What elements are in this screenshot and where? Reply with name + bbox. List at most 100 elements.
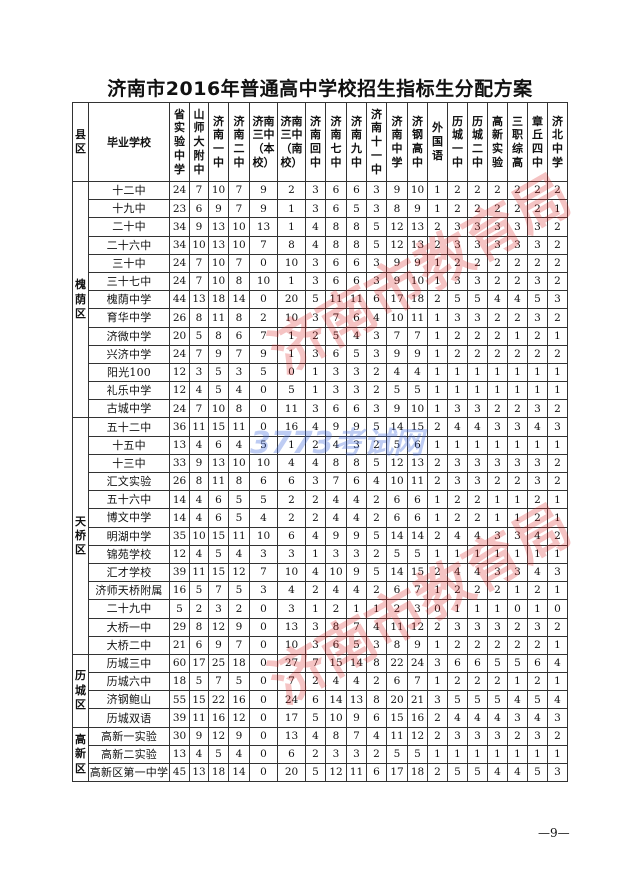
quota-cell: 2 xyxy=(427,290,448,310)
header-column: 济南九中 xyxy=(346,102,367,182)
quota-cell: 2 xyxy=(547,399,568,419)
quota-cell: 6 xyxy=(208,508,229,528)
quota-cell: 2 xyxy=(305,672,326,692)
quota-cell: 4 xyxy=(467,417,488,437)
quota-cell: 5 xyxy=(366,417,387,437)
quota-cell: 7 xyxy=(407,672,428,692)
quota-cell: 6 xyxy=(346,399,367,419)
quota-cell: 5 xyxy=(407,744,428,765)
quota-cell: 6 xyxy=(527,653,548,674)
header-column-label: 三职综高 xyxy=(511,114,523,169)
quota-cell: 1 xyxy=(547,326,568,346)
quota-cell: 3 xyxy=(547,417,568,437)
quota-cell: 1 xyxy=(427,308,448,328)
quota-cell: 9 xyxy=(189,726,209,746)
quota-cell: 2 xyxy=(527,581,548,601)
county-cell: 天桥区 xyxy=(72,417,89,655)
quota-cell: 3 xyxy=(467,453,488,474)
quota-cell: 5 xyxy=(305,708,326,728)
quota-cell: 3 xyxy=(527,308,548,328)
quota-cell: 5 xyxy=(305,290,326,310)
table-row: 高新区 高新一实验 30 9 12 9 0 13 4 8 7 4 11 12 2 3 3 3 2 3 2 xyxy=(72,726,568,783)
quota-cell: 10 xyxy=(407,180,428,201)
header-column-label: 济南七中 xyxy=(330,114,342,169)
quota-cell: 13 xyxy=(407,453,428,474)
quota-cell: 24 xyxy=(169,399,190,419)
quota-cell: 4 xyxy=(467,708,488,728)
quota-cell: 6 xyxy=(386,508,408,528)
quota-cell: 3 xyxy=(346,544,367,564)
quota-cell: 14 xyxy=(169,490,190,510)
table-row: 历城双语 39 11 16 12 0 17 5 10 9 6 15 16 2 4 4 4 3 4 3 xyxy=(73,708,568,728)
quota-cell: 36 xyxy=(169,417,190,437)
quota-cell: 34 xyxy=(169,235,190,255)
quota-cell: 3 xyxy=(325,362,347,383)
quota-cell: 0 xyxy=(249,744,278,765)
quota-cell: 1 xyxy=(507,490,528,510)
quota-cell: 5 xyxy=(507,653,528,674)
quota-cell: 12 xyxy=(407,617,428,637)
quota-cell: 17 xyxy=(386,290,408,310)
quota-cell: 4 xyxy=(507,690,528,710)
header-column: 历城二中 xyxy=(467,102,488,182)
quota-cell: 6 xyxy=(407,490,428,510)
quota-cell: 16 xyxy=(277,417,306,437)
quota-cell: 4 xyxy=(547,653,568,674)
quota-cell: 1 xyxy=(487,362,508,383)
school-name: 高新一实验 xyxy=(88,726,170,746)
quota-cell: 1 xyxy=(467,381,488,401)
quota-cell: 2 xyxy=(228,599,250,619)
quota-cell: 2 xyxy=(427,453,448,474)
quota-cell: 12 xyxy=(228,562,250,583)
quota-cell: 1 xyxy=(277,217,306,237)
quota-cell: 10 xyxy=(407,271,428,292)
header-column: 济南回中 xyxy=(305,102,326,182)
quota-cell: 2 xyxy=(305,435,326,455)
quota-cell: 7 xyxy=(325,308,347,328)
quota-cell: 5 xyxy=(527,762,548,783)
quota-cell: 2 xyxy=(386,599,408,619)
quota-cell: 1 xyxy=(427,381,448,401)
quota-cell: 13 xyxy=(208,235,229,255)
quota-cell: 5 xyxy=(467,690,488,710)
quota-cell: 6 xyxy=(208,490,229,510)
quota-cell: 1 xyxy=(427,326,448,346)
quota-cell: 1 xyxy=(447,435,468,455)
quota-cell: 7 xyxy=(208,672,229,692)
quota-cell: 5 xyxy=(189,581,209,601)
quota-cell: 1 xyxy=(547,490,568,510)
quota-cell: 2 xyxy=(507,271,528,292)
school-name: 博文中学 xyxy=(88,508,170,528)
quota-cell: 8 xyxy=(325,726,347,746)
quota-cell: 12 xyxy=(169,381,190,401)
quota-cell: 2 xyxy=(487,399,508,419)
quota-cell: 3 xyxy=(447,726,468,746)
table-row: 育华中学 26 8 11 8 2 10 3 7 6 4 10 11 1 3 3 2 2 3 2 xyxy=(73,308,568,328)
quota-cell: 24 xyxy=(169,271,190,292)
quota-cell: 1 xyxy=(507,508,528,528)
county-label: 天桥区 xyxy=(75,514,86,557)
quota-cell: 5 xyxy=(208,544,229,564)
quota-cell: 7 xyxy=(228,253,250,273)
table-row: 十九中 23 6 9 7 9 1 3 6 5 3 8 9 1 2 2 2 2 2 1 xyxy=(73,199,568,219)
quota-cell: 3 xyxy=(527,453,548,474)
school-name: 槐荫中学 xyxy=(88,290,170,310)
school-name: 汇才学校 xyxy=(88,562,170,583)
quota-cell: 7 xyxy=(228,199,250,219)
quota-cell: 2 xyxy=(249,308,278,328)
quota-cell: 10 xyxy=(208,271,229,292)
header-column-label: 章丘四中 xyxy=(531,114,543,169)
quota-cell: 3 xyxy=(305,271,326,292)
quota-cell: 3 xyxy=(547,762,568,783)
quota-cell: 7 xyxy=(277,672,306,692)
table-row: 济钢鲍山 55 15 22 16 0 24 6 14 13 8 20 21 3 5 5 5 4 5 4 xyxy=(73,690,568,710)
quota-cell: 1 xyxy=(487,490,508,510)
quota-cell: 1 xyxy=(427,581,448,601)
quota-cell: 9 xyxy=(386,253,408,273)
quota-cell: 1 xyxy=(547,581,568,601)
quota-cell: 3 xyxy=(447,217,468,237)
quota-cell: 3 xyxy=(366,199,387,219)
header-column: 章丘四中 xyxy=(527,102,548,182)
quota-cell: 3 xyxy=(366,180,387,201)
quota-cell: 35 xyxy=(169,526,190,546)
